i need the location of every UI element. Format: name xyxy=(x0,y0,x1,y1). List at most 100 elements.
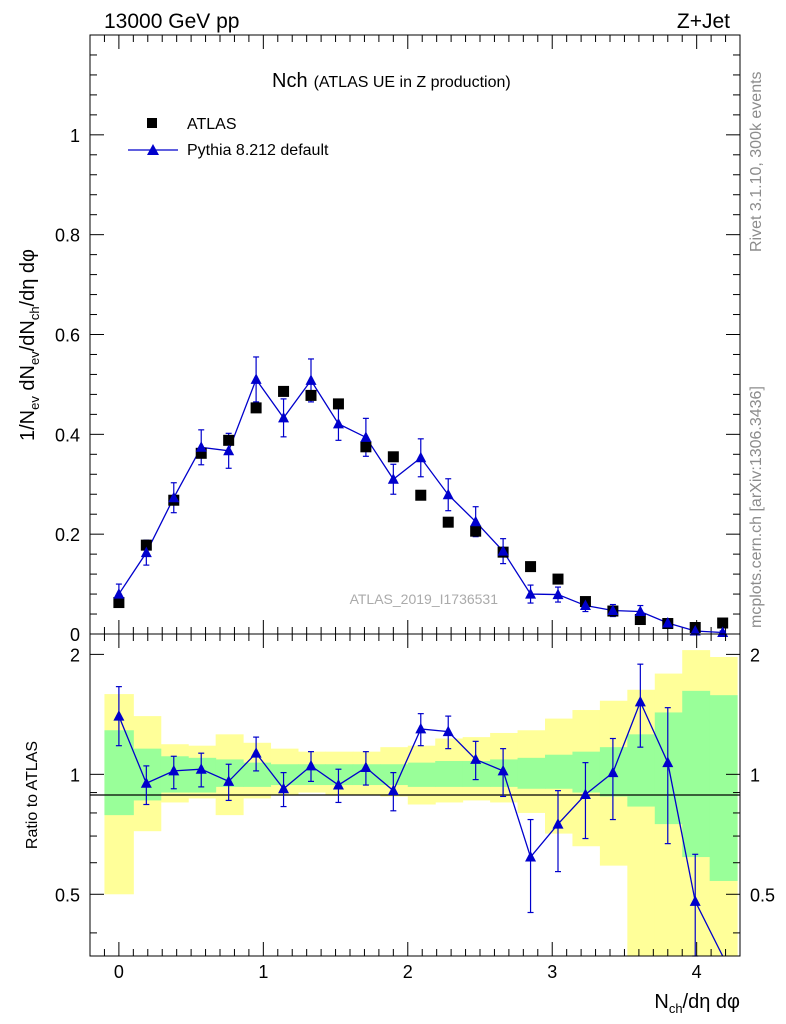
stat-uncertainty-band xyxy=(517,757,546,789)
x-tick-label: 1 xyxy=(258,962,268,982)
stat-uncertainty-band xyxy=(627,734,656,807)
stat-uncertainty-band xyxy=(435,761,464,787)
ratio-point xyxy=(662,756,674,768)
ratio-point xyxy=(415,722,427,734)
ratio-point xyxy=(634,695,646,707)
ratio-point xyxy=(607,766,619,778)
stat-uncertainty-band xyxy=(682,690,711,858)
y-tick-label: 0 xyxy=(70,625,80,645)
mcplots-label: mcplots.cern.ch [arXiv:1306.3436] xyxy=(748,386,765,628)
data-point xyxy=(305,389,317,401)
data-point xyxy=(360,441,372,453)
ratio-point xyxy=(140,777,152,788)
mc-point xyxy=(470,515,482,527)
stat-uncertainty-band xyxy=(407,762,436,787)
x-tick-label: 0 xyxy=(114,962,124,982)
ratio-point xyxy=(305,759,317,771)
y-tick-label-right: 0.5 xyxy=(750,885,775,905)
ratio-panel: 0 1 2 3 4 0.5 0.5 1 1 2 2 Ratio to ATLAS Nch/dη dφ xyxy=(24,633,775,1016)
data-point xyxy=(250,402,262,414)
header-left: 13000 GeV pp xyxy=(104,10,239,33)
mc-point xyxy=(387,473,399,484)
data-point xyxy=(113,597,125,609)
data-point xyxy=(140,539,152,551)
data-point xyxy=(525,561,537,573)
main-title: Nch (ATLAS UE in Z production) xyxy=(272,70,511,92)
ratio-point xyxy=(195,763,207,774)
mc-point xyxy=(689,625,701,636)
ratio-point xyxy=(689,895,701,906)
data-point xyxy=(415,489,427,501)
ratio-point xyxy=(168,764,180,776)
ratio-point xyxy=(332,779,344,790)
ratio-point xyxy=(223,775,235,786)
data-point xyxy=(442,516,454,528)
mc-point xyxy=(415,451,427,463)
data-point xyxy=(195,447,207,459)
ratio-point xyxy=(442,725,454,737)
main-panel: 0 0.2 0.4 0.6 0.8 1 Nch (ATLAS UE in Z product… xyxy=(17,34,741,645)
stat-uncertainty-band xyxy=(709,695,738,881)
data-point xyxy=(387,451,399,463)
stat-uncertainty-band xyxy=(298,764,326,786)
mc-point xyxy=(195,441,207,452)
data-point xyxy=(332,398,344,410)
data-point xyxy=(634,614,646,626)
ratio-point xyxy=(470,753,482,764)
mc-point xyxy=(250,373,262,384)
legend-mc-label: Pythia 8.212 default xyxy=(187,142,329,159)
x-tick-label: 2 xyxy=(403,962,413,982)
legend-mc-marker xyxy=(147,144,159,155)
ratio-point xyxy=(113,710,125,721)
stat-uncertainty-band xyxy=(380,764,409,786)
mc-point xyxy=(442,488,454,500)
ratio-point xyxy=(278,782,290,794)
ratio-point xyxy=(250,747,262,758)
mc-point xyxy=(607,604,619,616)
mc-point xyxy=(634,605,646,617)
main-y-label: 1/Nev dNev/dNch/dη dφ xyxy=(17,249,42,441)
mc-point xyxy=(360,431,372,442)
data-point xyxy=(223,434,235,446)
legend-data-marker xyxy=(147,118,157,128)
ratio-frame xyxy=(89,633,741,957)
stat-uncertainty-band xyxy=(270,764,299,786)
y-tick-label: 0.2 xyxy=(55,525,80,545)
ratio-point xyxy=(387,784,399,796)
y-tick-label: 2 xyxy=(70,645,80,665)
y-tick-label: 1 xyxy=(70,765,80,785)
mc-point xyxy=(332,417,344,429)
data-point xyxy=(552,573,564,585)
analysis-watermark: ATLAS_2019_I1736531 xyxy=(350,591,499,607)
mc-point xyxy=(140,546,152,558)
y-tick-label: 0.4 xyxy=(55,425,80,445)
mc-point xyxy=(662,617,674,628)
y-tick-label: 0.6 xyxy=(55,326,80,346)
y-tick-label: 1 xyxy=(70,126,80,146)
mc-point xyxy=(305,374,317,385)
mc-point xyxy=(278,411,290,423)
ratio-point xyxy=(579,788,591,799)
total-uncertainty-band xyxy=(627,689,656,956)
data-point xyxy=(717,617,729,629)
mc-point xyxy=(552,588,564,600)
rivet-label: Rivet 3.1.10, 300k events xyxy=(748,71,765,252)
x-tick-label: 3 xyxy=(547,962,557,982)
y-tick-label-right: 2 xyxy=(750,645,760,665)
y-tick-label: 0.8 xyxy=(55,226,80,246)
y-tick-label: 0.5 xyxy=(55,885,80,905)
mc-point xyxy=(223,444,235,456)
data-point xyxy=(470,525,482,537)
legend: ATLAS Pythia 8.212 default xyxy=(128,116,329,159)
header-right: Z+Jet xyxy=(677,10,730,33)
ratio-point xyxy=(497,764,509,776)
stat-uncertainty-band xyxy=(462,761,491,787)
ratio-point xyxy=(525,851,537,862)
legend-data-label: ATLAS xyxy=(187,116,237,133)
x-tick-label: 4 xyxy=(692,962,702,982)
stat-uncertainty-band xyxy=(352,764,381,786)
ratio-point xyxy=(360,761,372,773)
ratio-point xyxy=(552,818,564,829)
ratio-y-label: Ratio to ATLAS xyxy=(24,741,41,849)
